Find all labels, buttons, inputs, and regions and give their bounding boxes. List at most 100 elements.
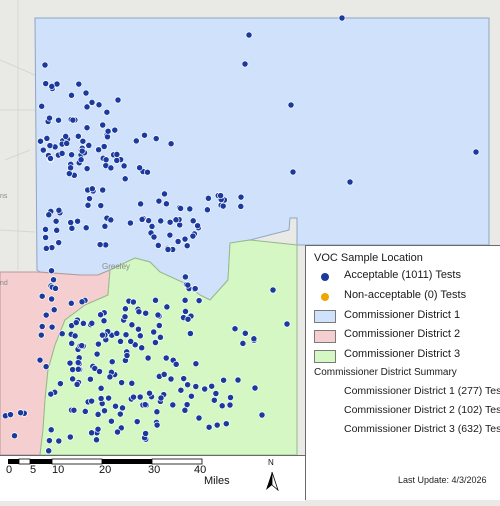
sample-point[interactable]: [113, 150, 121, 158]
sample-point[interactable]: [164, 246, 172, 253]
sample-point[interactable]: [162, 354, 170, 362]
sample-point[interactable]: [95, 146, 103, 154]
sample-point[interactable]: [42, 311, 50, 319]
sample-point[interactable]: [472, 148, 480, 156]
sample-point[interactable]: [113, 329, 121, 337]
sample-point[interactable]: [104, 133, 111, 141]
sample-point[interactable]: [218, 402, 226, 410]
sample-point[interactable]: [82, 89, 90, 97]
sample-point[interactable]: [137, 200, 145, 208]
sample-point[interactable]: [119, 404, 126, 412]
sample-point[interactable]: [42, 225, 49, 233]
sample-point[interactable]: [183, 242, 191, 250]
sample-point[interactable]: [222, 420, 230, 428]
sample-point[interactable]: [120, 162, 128, 170]
sample-point[interactable]: [219, 202, 227, 210]
sample-point[interactable]: [94, 340, 102, 348]
sample-point[interactable]: [78, 342, 86, 350]
sample-point[interactable]: [157, 394, 165, 402]
sample-point[interactable]: [186, 330, 194, 337]
sample-point[interactable]: [152, 135, 160, 143]
sample-point[interactable]: [83, 165, 91, 173]
sample-point[interactable]: [121, 175, 129, 183]
sample-point[interactable]: [111, 126, 119, 134]
sample-point[interactable]: [11, 432, 18, 440]
sample-point[interactable]: [289, 168, 297, 176]
sample-point[interactable]: [71, 332, 79, 340]
sample-point[interactable]: [93, 436, 100, 444]
sample-point[interactable]: [234, 376, 242, 384]
sample-point[interactable]: [48, 323, 56, 331]
sample-point[interactable]: [114, 96, 122, 104]
sample-point[interactable]: [150, 233, 158, 241]
sample-point[interactable]: [132, 137, 140, 145]
sample-point[interactable]: [48, 295, 56, 303]
sample-point[interactable]: [194, 222, 202, 230]
sample-point[interactable]: [56, 380, 64, 388]
sample-point[interactable]: [107, 417, 115, 425]
sample-point[interactable]: [167, 140, 175, 148]
sample-point[interactable]: [138, 344, 146, 352]
sample-point[interactable]: [131, 341, 139, 349]
sample-point[interactable]: [154, 241, 162, 249]
sample-point[interactable]: [97, 395, 105, 402]
sample-point[interactable]: [107, 216, 115, 224]
sample-point[interactable]: [245, 31, 253, 39]
sample-point[interactable]: [195, 297, 203, 305]
sample-point[interactable]: [52, 284, 59, 292]
sample-point[interactable]: [133, 418, 141, 426]
sample-point[interactable]: [66, 359, 74, 367]
sample-point[interactable]: [67, 299, 75, 307]
sample-point[interactable]: [121, 313, 129, 321]
sample-point[interactable]: [69, 375, 77, 383]
sample-point[interactable]: [338, 14, 346, 22]
sample-point[interactable]: [183, 401, 191, 409]
sample-point[interactable]: [98, 331, 106, 339]
sample-point[interactable]: [187, 392, 195, 400]
sample-point[interactable]: [45, 447, 53, 455]
sample-point[interactable]: [55, 437, 63, 445]
sample-point[interactable]: [104, 127, 112, 135]
sample-point[interactable]: [97, 311, 105, 319]
sample-point[interactable]: [258, 411, 266, 419]
sample-point[interactable]: [156, 333, 164, 341]
sample-point[interactable]: [94, 425, 102, 433]
sample-point[interactable]: [204, 194, 212, 202]
sample-point[interactable]: [47, 390, 55, 398]
sample-point[interactable]: [66, 433, 74, 441]
sample-point[interactable]: [17, 409, 25, 417]
sample-point[interactable]: [136, 393, 144, 401]
sample-point[interactable]: [283, 320, 291, 328]
sample-point[interactable]: [62, 132, 70, 140]
sample-point[interactable]: [79, 319, 87, 327]
sample-point[interactable]: [169, 401, 177, 409]
sample-point[interactable]: [74, 359, 82, 367]
sample-point[interactable]: [181, 273, 189, 281]
sample-point[interactable]: [151, 339, 159, 346]
sample-point[interactable]: [177, 386, 185, 394]
sample-point[interactable]: [134, 325, 142, 333]
sample-point[interactable]: [181, 296, 189, 304]
sample-point[interactable]: [144, 354, 152, 362]
sample-point[interactable]: [69, 366, 77, 374]
sample-point[interactable]: [45, 211, 53, 219]
sample-point[interactable]: [58, 149, 66, 157]
sample-point[interactable]: [237, 202, 245, 210]
sample-point[interactable]: [161, 190, 168, 198]
sample-point[interactable]: [117, 337, 124, 345]
sample-point[interactable]: [74, 132, 82, 140]
sample-point[interactable]: [201, 385, 209, 393]
sample-point[interactable]: [65, 170, 73, 178]
sample-point[interactable]: [226, 401, 234, 409]
sample-point[interactable]: [157, 217, 165, 225]
sample-point[interactable]: [127, 337, 135, 345]
sample-point[interactable]: [78, 298, 86, 306]
sample-point[interactable]: [95, 101, 103, 109]
sample-point[interactable]: [192, 383, 200, 390]
sample-point[interactable]: [100, 143, 108, 150]
sample-point[interactable]: [93, 350, 101, 358]
sample-point[interactable]: [181, 406, 189, 414]
sample-point[interactable]: [36, 356, 44, 364]
sample-point[interactable]: [42, 244, 50, 252]
sample-point[interactable]: [141, 131, 148, 139]
